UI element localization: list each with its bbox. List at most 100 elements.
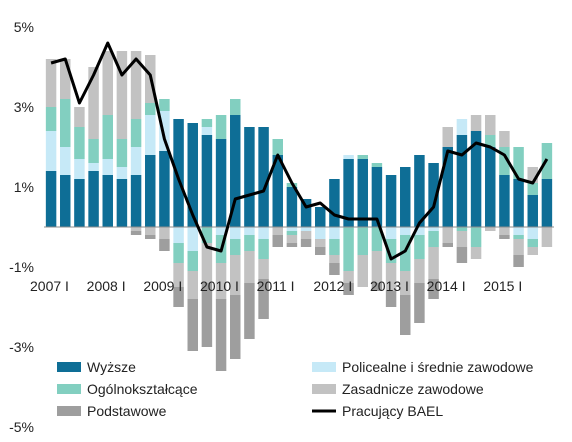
bar-negative-policealne-i-srednie-zawodowe-33	[513, 227, 524, 235]
bar-negative-ogolnoksztalcace-26	[414, 235, 425, 259]
bar-ogolnoksztalcace-4	[102, 115, 113, 159]
bar-negative-podstawowe-15	[258, 279, 269, 319]
bar-ogolnoksztalcace-0	[45, 107, 57, 131]
bar-negative-zasadnicze-zawodowe-15	[258, 259, 269, 279]
bar-negative-podstawowe-8	[159, 239, 170, 251]
bar-negative-podstawowe-11	[201, 283, 213, 347]
bar-ogolnoksztalcace-8	[159, 99, 170, 111]
bar-negative-zasadnicze-zawodowe-27	[428, 247, 439, 279]
bar-negative-policealne-i-srednie-zawodowe-19	[315, 227, 326, 239]
bar-zasadnicze-zawodowe-4	[102, 51, 113, 115]
bar-negative-policealne-i-srednie-zawodowe-25	[400, 227, 411, 235]
x-tick-label-0: 2007 I	[30, 278, 69, 294]
bar-negative-zasadnicze-zawodowe-8	[159, 227, 170, 239]
bar-ogolnoksztalcace-7	[145, 103, 156, 115]
bar-wyzsze-2	[74, 179, 85, 227]
bar-negative-ogolnoksztalcace-10	[187, 251, 198, 271]
bar-wyzsze-29	[456, 135, 468, 227]
bar-ogolnoksztalcace-16	[272, 139, 283, 155]
bar-ogolnoksztalcace-23	[371, 163, 383, 167]
bar-negative-ogolnoksztalcace-20	[329, 239, 340, 255]
bar-negative-zasadnicze-zawodowe-30	[470, 247, 482, 259]
bar-negative-podstawowe-23	[371, 283, 383, 291]
bar-negative-podstawowe-25	[400, 295, 411, 335]
bar-negative-ogolnoksztalcace-23	[371, 227, 383, 251]
bar-negative-zasadnicze-zawodowe-6	[130, 227, 142, 231]
bar-negative-zasadnicze-zawodowe-13	[230, 255, 241, 295]
bar-wyzsze-27	[428, 163, 439, 227]
x-tick-label-8: 2015 I	[483, 278, 522, 294]
bar-ogolnoksztalcace-13	[230, 99, 241, 115]
y-tick-label-2: 1%	[14, 179, 34, 195]
bar-policealne-i-srednie-zawodowe-1	[60, 147, 71, 175]
bar-negative-policealne-i-srednie-zawodowe-9	[173, 227, 184, 243]
bar-negative-podstawowe-21	[343, 283, 354, 295]
bar-negative-policealne-i-srednie-zawodowe-10	[187, 227, 198, 251]
bar-policealne-i-srednie-zawodowe-2	[74, 159, 85, 179]
bar-zasadnicze-zawodowe-31	[485, 115, 496, 135]
bar-negative-zasadnicze-zawodowe-28	[442, 227, 453, 243]
bar-wyzsze-5	[116, 179, 128, 227]
legend-label-podstawowe: Podstawowe	[87, 403, 167, 419]
bar-negative-policealne-i-srednie-zawodowe-14	[244, 227, 255, 235]
bar-wyzsze-26	[414, 155, 425, 227]
bars	[45, 51, 553, 371]
bar-negative-zasadnicze-zawodowe-10	[187, 271, 198, 299]
bar-wyzsze-7	[145, 155, 156, 227]
bar-ogolnoksztalcace-6	[130, 119, 142, 147]
y-tick-label-1: 3%	[14, 99, 34, 115]
bar-negative-podstawowe-6	[130, 231, 142, 235]
legend-label-zasadnicze-zawodowe: Zasadnicze zawodowe	[342, 381, 484, 397]
bar-negative-zasadnicze-zawodowe-32	[499, 227, 510, 235]
bar-negative-zasadnicze-zawodowe-29	[456, 231, 468, 247]
bar-negative-ogolnoksztalcace-17	[286, 231, 298, 235]
bar-negative-ogolnoksztalcace-27	[428, 231, 439, 247]
bar-wyzsze-35	[541, 179, 553, 227]
y-tick-label-4: -3%	[9, 339, 34, 355]
bar-negative-ogolnoksztalcace-29	[456, 227, 468, 231]
x-tick-label-7: 2014 I	[427, 278, 466, 294]
bar-negative-zasadnicze-zawodowe-21	[343, 271, 354, 283]
bar-wyzsze-3	[88, 171, 99, 227]
bar-wyzsze-22	[357, 159, 368, 227]
bar-ogolnoksztalcace-11	[201, 119, 213, 127]
legend-swatch-ogolnoksztalcace	[57, 384, 81, 394]
bar-ogolnoksztalcace-1	[60, 99, 71, 147]
bar-wyzsze-14	[244, 127, 255, 227]
bar-wyzsze-11	[201, 135, 213, 227]
bar-wyzsze-12	[215, 139, 227, 227]
bar-negative-ogolnoksztalcace-30	[470, 227, 482, 247]
bar-wyzsze-34	[527, 195, 538, 227]
bar-policealne-i-srednie-zawodowe-21	[343, 155, 354, 159]
bar-negative-podstawowe-28	[442, 243, 453, 247]
x-tick-label-5: 2012 I	[313, 278, 352, 294]
x-axis-tick-labels: 2007 I 2008 I 2009 I 2010 I 2011 I 2012 I 2013…	[30, 278, 522, 294]
bar-negative-ogolnoksztalcace-15	[258, 239, 269, 259]
bar-negative-zasadnicze-zawodowe-16	[272, 227, 283, 235]
bar-negative-zasadnicze-zawodowe-34	[527, 247, 538, 255]
bar-negative-policealne-i-srednie-zawodowe-17	[286, 227, 298, 231]
bar-negative-podstawowe-33	[513, 255, 524, 267]
legend-swatch-policealne-i-srednie-zawodowe	[312, 362, 336, 372]
bar-zasadnicze-zawodowe-0	[45, 59, 57, 107]
bar-ogolnoksztalcace-33	[513, 147, 524, 179]
bar-wyzsze-4	[102, 175, 113, 227]
bar-wyzsze-21	[343, 159, 354, 227]
line-series-pracujacy-bael	[50, 41, 549, 261]
bar-negative-podstawowe-9	[173, 287, 184, 307]
bar-negative-policealne-i-srednie-zawodowe-15	[258, 227, 269, 239]
bar-negative-podstawowe-18	[300, 239, 312, 247]
bar-ogolnoksztalcace-31	[485, 135, 496, 147]
bar-negative-podstawowe-16	[272, 235, 283, 247]
bar-negative-zasadnicze-zawodowe-14	[244, 251, 255, 283]
bar-wyzsze-28	[442, 147, 453, 227]
bar-negative-ogolnoksztalcace-24	[385, 239, 397, 263]
y-tick-label-5: -5%	[9, 419, 34, 435]
bar-policealne-i-srednie-zawodowe-5	[116, 167, 128, 179]
bar-wyzsze-23	[371, 167, 383, 227]
bar-negative-zasadnicze-zawodowe-33	[513, 239, 524, 255]
bar-zasadnicze-zawodowe-3	[88, 67, 99, 139]
bar-negative-policealne-i-srednie-zawodowe-26	[414, 227, 425, 235]
bar-negative-ogolnoksztalcace-33	[513, 235, 524, 239]
